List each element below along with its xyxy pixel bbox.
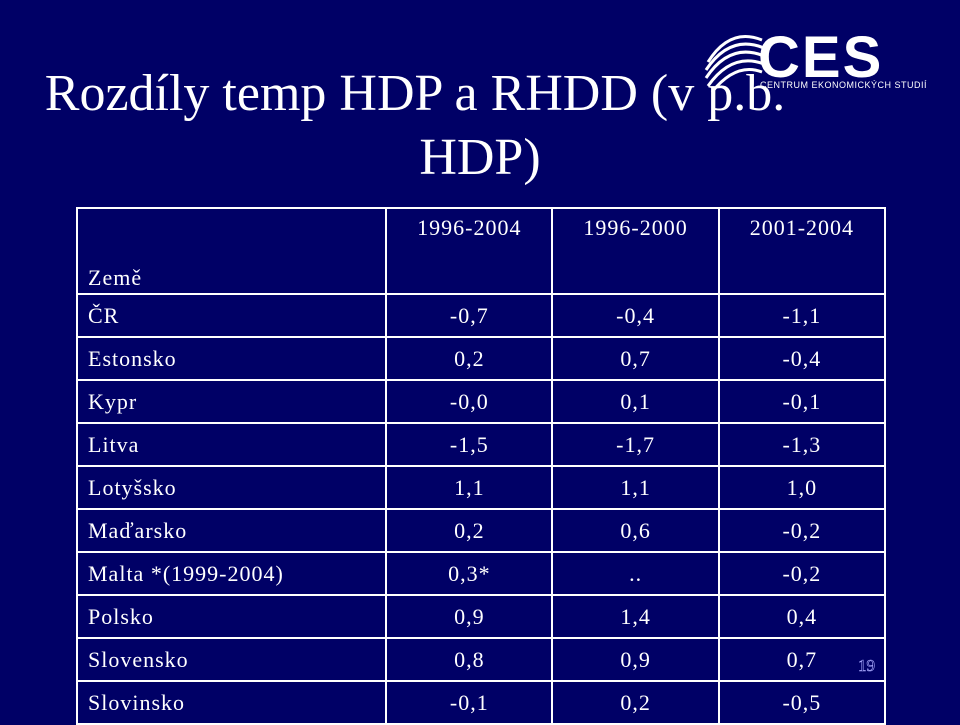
logo-subtitle: CENTRUM EKONOMICKÝCH STUDIÍ [760, 80, 928, 90]
value-cell: -0,5 [717, 680, 887, 725]
table-row: Kypr -0,0 0,1 -0,1 [75, 379, 887, 424]
value-cell: -0,2 [717, 508, 887, 553]
value-cell: -0,7 [385, 293, 554, 338]
table-row: ČR -0,7 -0,4 -1,1 [75, 293, 887, 338]
value-cell: 0,9 [385, 594, 554, 639]
value-cell: 0,8 [385, 637, 554, 682]
value-cell: 0,3* [385, 551, 554, 596]
value-cell: 0,6 [551, 508, 720, 553]
ces-logo: CES CENTRUM EKONOMICKÝCH STUDIÍ [700, 22, 930, 102]
value-cell: -1,1 [717, 293, 887, 338]
slide-title-line1: Rozdíly temp HDP a RHDD (v p.b. [44, 65, 786, 122]
table-row: Estonsko 0,2 0,7 -0,4 [75, 336, 887, 381]
header-col-3: 2001-2004 [717, 207, 887, 295]
country-cell: Lotyšsko [75, 465, 388, 510]
slide-title-line2: HDP) [419, 129, 541, 186]
country-cell: Slovinsko [75, 680, 388, 725]
value-cell: 0,7 [717, 637, 887, 682]
table-row: Litva -1,5 -1,7 -1,3 [75, 422, 887, 467]
value-cell: 0,1 [551, 379, 720, 424]
value-cell: -0,1 [717, 379, 887, 424]
header-col-2: 1996-2000 [551, 207, 720, 295]
country-cell: Kypr [75, 379, 388, 424]
value-cell: -0,2 [717, 551, 887, 596]
table-row: Slovensko 0,8 0,9 0,7 [75, 637, 887, 682]
value-cell: 0,2 [385, 336, 554, 381]
value-cell: .. [551, 551, 720, 596]
country-cell: Litva [75, 422, 388, 467]
country-cell: Slovensko [75, 637, 388, 682]
value-cell: 1,1 [551, 465, 720, 510]
value-cell: 0,2 [551, 680, 720, 725]
table-row: Lotyšsko 1,1 1,1 1,0 [75, 465, 887, 510]
value-cell: -0,4 [717, 336, 887, 381]
table-row: Polsko 0,9 1,4 0,4 [75, 594, 887, 639]
table-header-row: Země 1996-2004 1996-2000 2001-2004 [75, 207, 887, 295]
value-cell: 1,1 [385, 465, 554, 510]
value-cell: 1,4 [551, 594, 720, 639]
table-row: Slovinsko -0,1 0,2 -0,5 [75, 680, 887, 725]
gdp-difference-table: Země 1996-2004 1996-2000 2001-2004 ČR -0… [75, 207, 887, 725]
value-cell: 1,0 [717, 465, 887, 510]
value-cell: 0,7 [551, 336, 720, 381]
value-cell: 0,9 [551, 637, 720, 682]
value-cell: 0,4 [717, 594, 887, 639]
value-cell: -0,1 [385, 680, 554, 725]
table-row: Malta *(1999-2004) 0,3* .. -0,2 [75, 551, 887, 596]
country-cell: Polsko [75, 594, 388, 639]
table-row: Maďarsko 0,2 0,6 -0,2 [75, 508, 887, 553]
value-cell: -1,5 [385, 422, 554, 467]
country-cell: Maďarsko [75, 508, 388, 553]
value-cell: -1,3 [717, 422, 887, 467]
country-cell: Estonsko [75, 336, 388, 381]
country-cell: ČR [75, 293, 388, 338]
value-cell: -1,7 [551, 422, 720, 467]
logo-text: CES [758, 25, 884, 90]
header-country: Země [75, 207, 388, 295]
header-col-1: 1996-2004 [385, 207, 554, 295]
page-number: 19 [858, 656, 876, 676]
globe-icon [704, 35, 765, 93]
country-cell: Malta *(1999-2004) [75, 551, 388, 596]
value-cell: -0,0 [385, 379, 554, 424]
value-cell: -0,4 [551, 293, 720, 338]
slide-title: Rozdíly temp HDP a RHDD (v p.b. HDP) [0, 62, 960, 190]
value-cell: 0,2 [385, 508, 554, 553]
